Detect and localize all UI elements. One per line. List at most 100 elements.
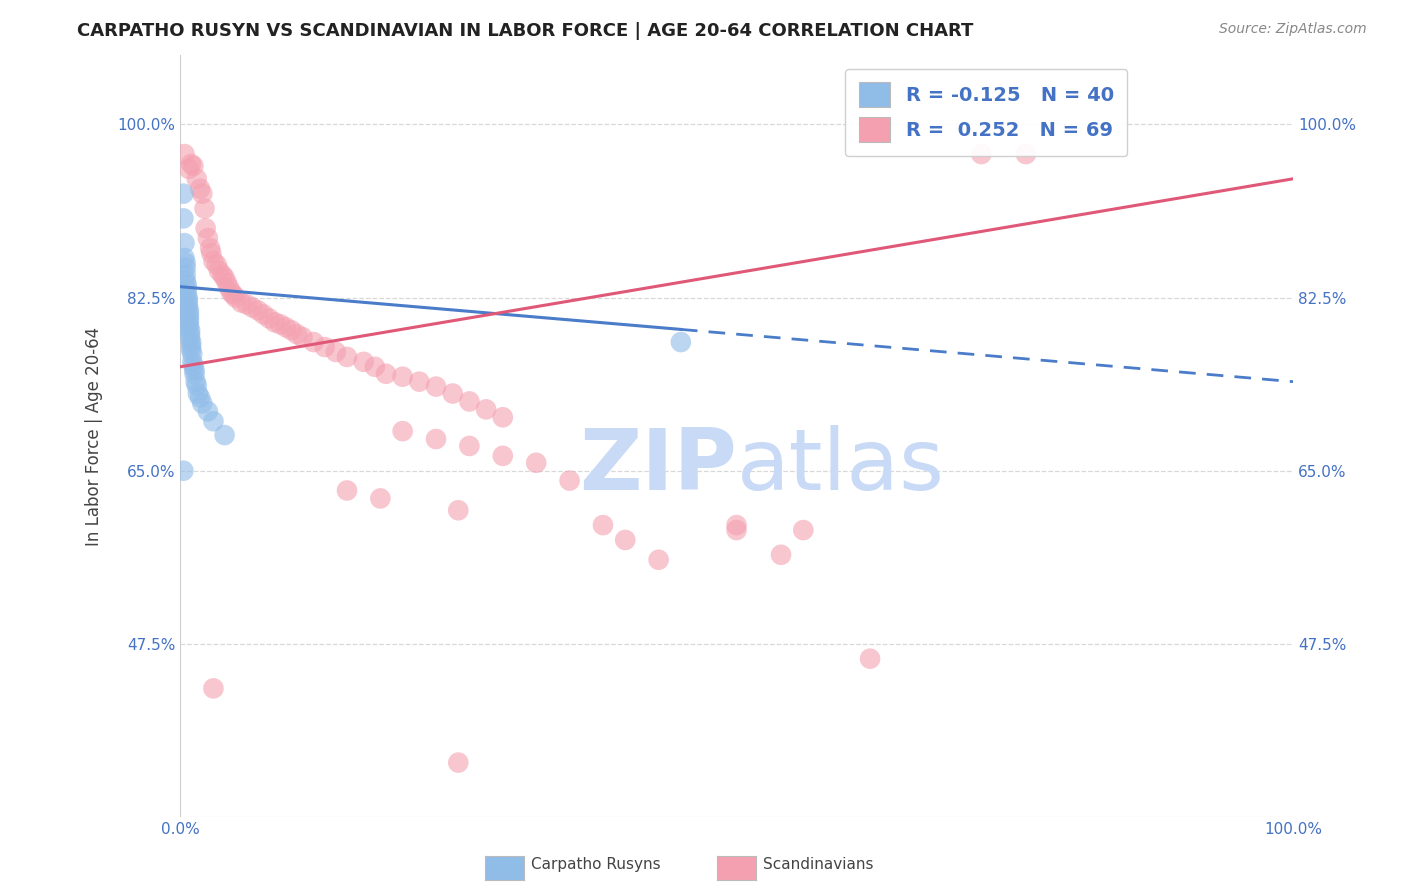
Point bbox=[174, 256, 197, 270]
Point bbox=[172, 186, 194, 201]
Point bbox=[364, 359, 387, 374]
Point bbox=[475, 402, 498, 417]
Point bbox=[197, 231, 219, 245]
Point bbox=[458, 394, 481, 409]
Point bbox=[669, 334, 692, 349]
Point bbox=[291, 330, 314, 344]
Point bbox=[441, 386, 464, 401]
Point bbox=[202, 254, 225, 268]
Point bbox=[725, 523, 748, 537]
Point bbox=[252, 307, 274, 321]
Point bbox=[188, 182, 211, 196]
Point bbox=[492, 410, 515, 425]
Point bbox=[191, 396, 214, 410]
Point bbox=[219, 285, 242, 300]
Point bbox=[447, 503, 470, 517]
Point bbox=[592, 518, 614, 533]
Point bbox=[183, 363, 205, 377]
Point bbox=[370, 491, 392, 506]
Point bbox=[177, 295, 200, 310]
Point bbox=[173, 251, 195, 265]
Point bbox=[177, 300, 200, 314]
Point bbox=[492, 449, 515, 463]
Point bbox=[205, 258, 228, 272]
Point bbox=[172, 211, 194, 226]
Point bbox=[218, 280, 240, 294]
Point bbox=[225, 291, 247, 305]
Point bbox=[211, 268, 233, 282]
Point bbox=[177, 307, 200, 321]
Point bbox=[181, 355, 204, 369]
Point bbox=[336, 483, 359, 498]
Point bbox=[179, 327, 201, 342]
Point bbox=[179, 331, 201, 345]
Point bbox=[231, 295, 253, 310]
Point bbox=[176, 287, 198, 301]
Point bbox=[186, 171, 208, 186]
Point bbox=[177, 315, 200, 329]
Point bbox=[246, 303, 269, 318]
Point bbox=[183, 359, 205, 373]
Point bbox=[614, 533, 637, 547]
Point bbox=[198, 241, 221, 255]
Point bbox=[725, 518, 748, 533]
Point bbox=[214, 428, 236, 442]
Point bbox=[174, 274, 197, 288]
Point bbox=[194, 221, 217, 235]
Point bbox=[183, 159, 205, 173]
Point bbox=[180, 343, 202, 357]
Point bbox=[172, 464, 194, 478]
Point bbox=[269, 318, 291, 332]
Point bbox=[336, 350, 359, 364]
Point bbox=[236, 297, 259, 311]
Point bbox=[425, 379, 447, 393]
Point bbox=[177, 311, 200, 326]
Text: atlas: atlas bbox=[737, 425, 945, 508]
Point bbox=[647, 553, 669, 567]
Point bbox=[458, 439, 481, 453]
Point bbox=[186, 378, 208, 392]
Point bbox=[408, 375, 430, 389]
Point bbox=[970, 147, 993, 161]
Point bbox=[859, 651, 882, 665]
Legend: R = -0.125   N = 40, R =  0.252   N = 69: R = -0.125 N = 40, R = 0.252 N = 69 bbox=[845, 69, 1128, 155]
Point bbox=[183, 367, 205, 381]
Point bbox=[558, 474, 581, 488]
Point bbox=[325, 345, 347, 359]
Point bbox=[280, 323, 302, 337]
Point bbox=[257, 311, 280, 326]
Point bbox=[184, 375, 207, 389]
Point bbox=[181, 347, 204, 361]
Text: Source: ZipAtlas.com: Source: ZipAtlas.com bbox=[1219, 22, 1367, 37]
Point bbox=[222, 287, 245, 301]
Text: CARPATHO RUSYN VS SCANDINAVIAN IN LABOR FORCE | AGE 20-64 CORRELATION CHART: CARPATHO RUSYN VS SCANDINAVIAN IN LABOR … bbox=[77, 22, 974, 40]
Point bbox=[177, 319, 200, 334]
Point bbox=[524, 456, 547, 470]
Point bbox=[770, 548, 793, 562]
Point bbox=[391, 369, 413, 384]
Text: Carpatho Rusyns: Carpatho Rusyns bbox=[531, 857, 661, 872]
Point bbox=[174, 268, 197, 282]
Point bbox=[187, 386, 209, 401]
Point bbox=[792, 523, 814, 537]
Point bbox=[177, 303, 200, 318]
Point bbox=[215, 276, 238, 290]
Text: Scandinavians: Scandinavians bbox=[763, 857, 875, 872]
Text: ZIP: ZIP bbox=[579, 425, 737, 508]
Point bbox=[242, 301, 264, 315]
Point bbox=[425, 432, 447, 446]
Point bbox=[263, 315, 285, 329]
Point bbox=[179, 323, 201, 337]
Point bbox=[447, 756, 470, 770]
Point bbox=[302, 334, 325, 349]
Point bbox=[173, 236, 195, 251]
Point bbox=[188, 391, 211, 405]
Point bbox=[180, 157, 202, 171]
Point bbox=[391, 424, 413, 438]
Point bbox=[197, 404, 219, 418]
Point bbox=[180, 334, 202, 349]
Point bbox=[200, 246, 222, 260]
Y-axis label: In Labor Force | Age 20-64: In Labor Force | Age 20-64 bbox=[86, 326, 103, 546]
Point bbox=[191, 186, 214, 201]
Point bbox=[176, 283, 198, 297]
